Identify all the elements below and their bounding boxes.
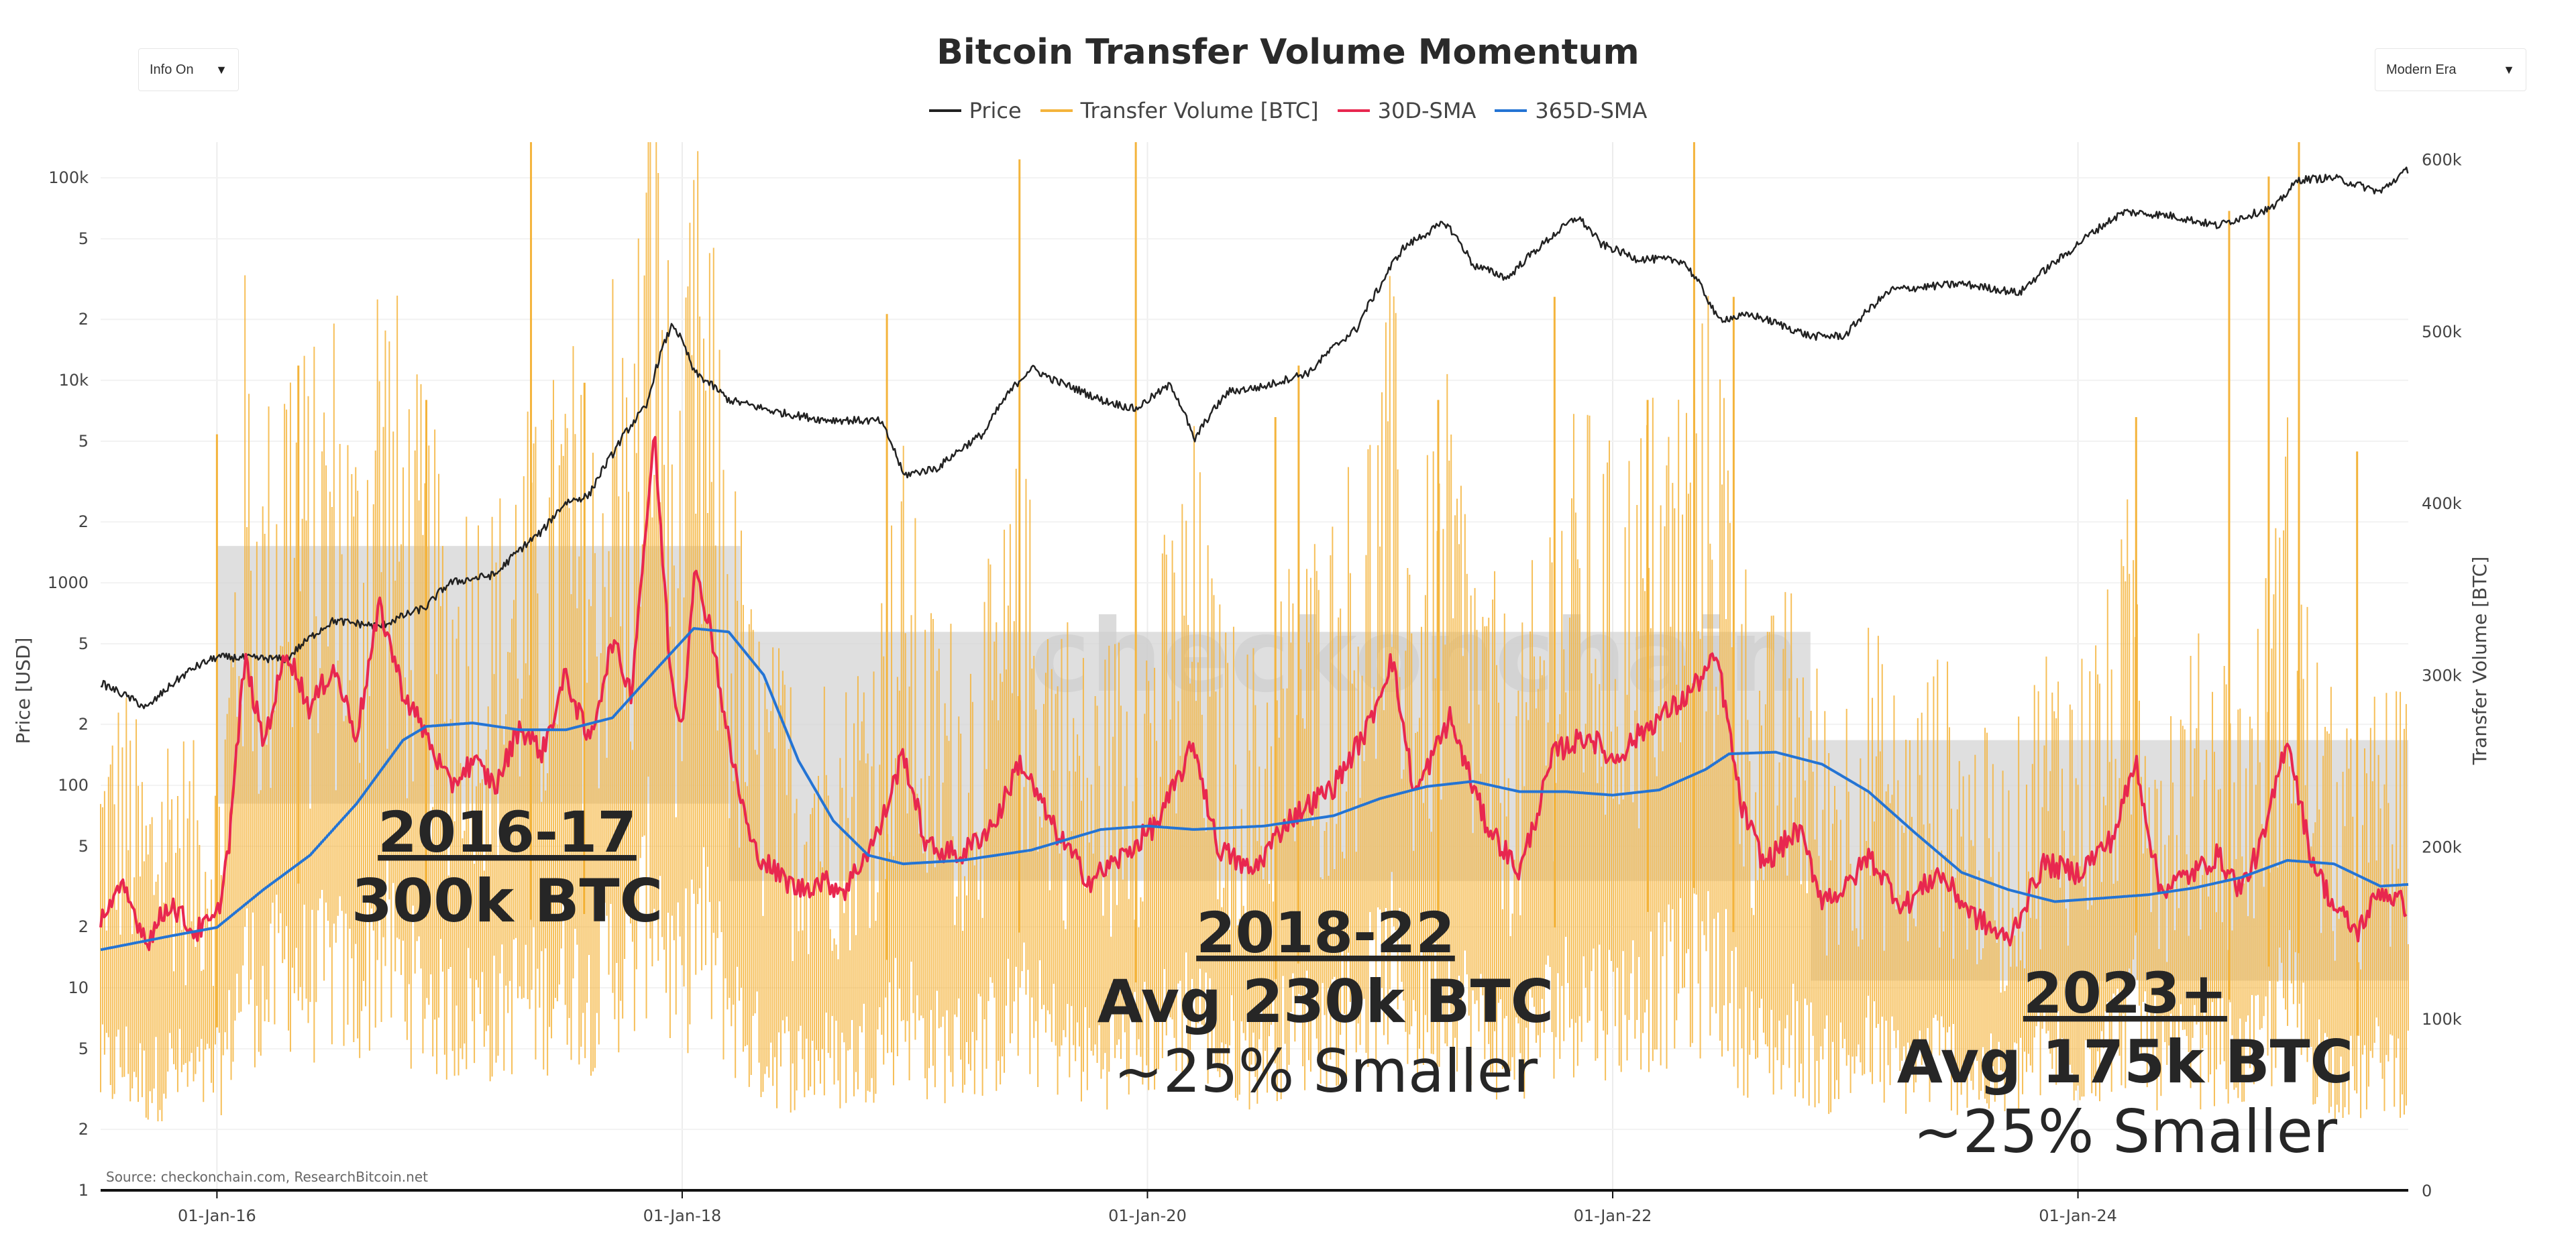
legend-item-price[interactable]: Price [928, 98, 1022, 123]
y-left-tick-label: 2 [78, 512, 89, 531]
legend-item-sma30[interactable]: 30D-SMA [1337, 98, 1477, 123]
y-axis-right-label: Transfer Volume [BTC] [2469, 557, 2491, 766]
y-left-tick-label: 2 [78, 1120, 89, 1139]
annotation-line1-2: Avg 230k BTC [1097, 967, 1554, 1036]
y-left-tick-label: 5 [78, 634, 89, 653]
range-band-1 [217, 546, 741, 804]
x-tick-label: 01-Jan-20 [1108, 1206, 1187, 1225]
series-line-price [100, 166, 2409, 709]
y-right-tick-label: 500k [2422, 323, 2462, 341]
source-note: Source: checkonchain.com, ResearchBitcoi… [106, 1169, 428, 1185]
chart-legend: Price Transfer Volume [BTC] 30D-SMA 365D… [0, 98, 2576, 123]
x-tick-label: 01-Jan-22 [1574, 1206, 1652, 1225]
y-left-tick-label: 10 [68, 978, 89, 997]
annotation-heading-3: 2023+ [2023, 960, 2227, 1026]
info-toggle-label: Info On [150, 62, 194, 77]
legend-item-volume[interactable]: Transfer Volume [BTC] [1040, 98, 1319, 123]
watermark-text: checkonchain [1030, 598, 1800, 715]
annotation-heading-1: 2016-17 [378, 799, 637, 865]
era-select-label: Modern Era [2386, 62, 2457, 77]
y-left-tick-label: 100 [58, 776, 89, 795]
y-left-tick-label: 5 [78, 432, 89, 451]
annotation-line1-3: Avg 175k BTC [1897, 1027, 2354, 1096]
range-band-2 [729, 632, 1811, 881]
axes: 01-Jan-16 01-Jan-18 01-Jan-20 01-Jan-22 01-J… [48, 151, 2462, 1225]
x-tick-label: 01-Jan-16 [178, 1206, 256, 1225]
y-right-tick-label: 400k [2422, 494, 2462, 513]
legend-swatch-sma365 [1495, 109, 1527, 112]
legend-label-volume: Transfer Volume [BTC] [1080, 98, 1319, 123]
annotation-heading-2: 2018-22 [1196, 900, 1455, 966]
range-band-3 [1810, 740, 2408, 981]
y-right-tick-label: 200k [2422, 838, 2462, 857]
line-series [99, 166, 2409, 952]
legend-swatch-sma30 [1337, 109, 1370, 112]
chevron-down-icon: ▼ [215, 62, 227, 76]
legend-swatch-price [928, 109, 961, 112]
legend-label-sma30: 30D-SMA [1377, 98, 1477, 123]
volume-series [100, 142, 2409, 1122]
range-bands [217, 546, 2408, 981]
legend-label-price: Price [969, 98, 1022, 123]
x-tick-label: 01-Jan-24 [2039, 1206, 2117, 1225]
y-left-tick-label: 2 [78, 917, 89, 936]
era-select-dropdown[interactable]: Modern Era ▼ [2375, 48, 2526, 91]
y-right-tick-label: 0 [2422, 1182, 2432, 1200]
y-left-tick-label: 100k [48, 168, 89, 187]
annotation-line2-3: ~25% Smaller [1913, 1097, 2338, 1166]
legend-swatch-volume [1040, 109, 1073, 112]
annotation-line1-1: 300k BTC [352, 866, 663, 935]
y-right-tick-label: 600k [2422, 151, 2462, 170]
y-left-tick-label: 10k [59, 371, 89, 390]
y-left-tick-label: 1 [78, 1181, 89, 1200]
chevron-down-icon: ▼ [2503, 62, 2515, 76]
y-left-tick-label: 5 [78, 229, 89, 248]
gridlines [101, 142, 2408, 1191]
info-toggle-dropdown[interactable]: Info On ▼ [138, 48, 239, 91]
series-line-30d-sma [99, 436, 2408, 952]
x-tick-label: 01-Jan-18 [643, 1206, 722, 1225]
series-line-365d-sma [100, 627, 2409, 952]
y-left-tick-label: 2 [78, 310, 89, 329]
legend-label-sma365: 365D-SMA [1535, 98, 1648, 123]
y-left-tick-label: 5 [78, 837, 89, 856]
y-left-tick-label: 1000 [48, 573, 89, 592]
y-left-tick-label: 5 [78, 1039, 89, 1058]
y-right-tick-label: 300k [2422, 666, 2462, 685]
annotation-line2-2: ~25% Smaller [1114, 1037, 1538, 1106]
y-left-tick-label: 2 [78, 715, 89, 734]
legend-item-sma365[interactable]: 365D-SMA [1495, 98, 1647, 123]
chart-title: Bitcoin Transfer Volume Momentum [936, 32, 1640, 72]
y-right-tick-label: 100k [2422, 1010, 2462, 1029]
y-axis-left-label: Price [USD] [12, 638, 34, 744]
